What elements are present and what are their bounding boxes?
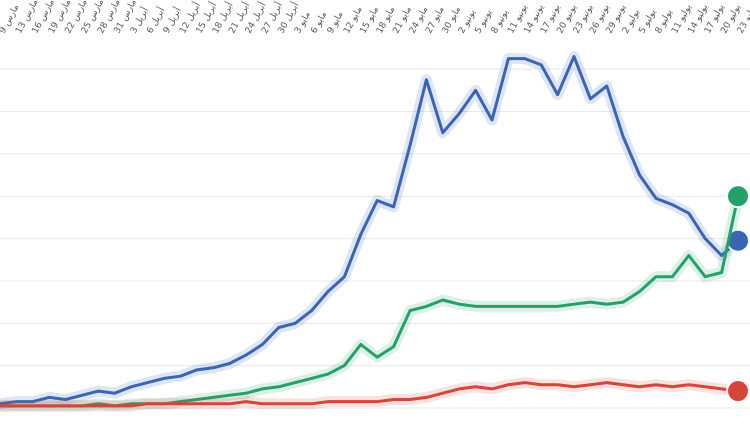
series-line-1 bbox=[0, 55, 740, 406]
series-line-3 bbox=[0, 381, 740, 408]
series-end-marker-3 bbox=[726, 379, 750, 404]
series-end-marker-2 bbox=[726, 184, 750, 209]
